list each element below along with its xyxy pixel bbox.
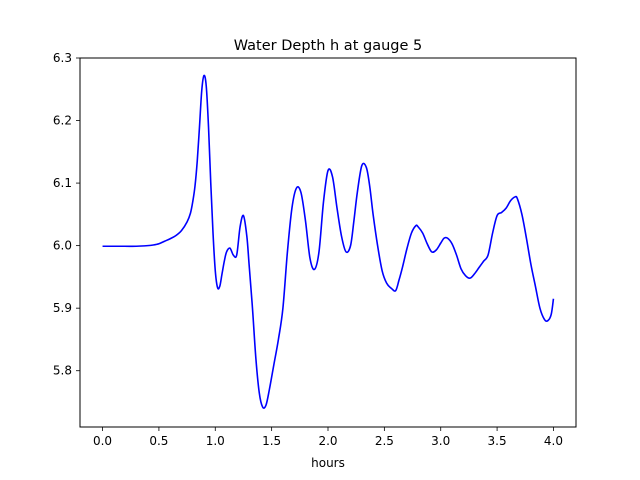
y-axis: 5.8 5.9 6.0 6.1 6.2 6.3 [53, 51, 80, 378]
x-tick-label: 2.0 [318, 434, 337, 448]
series-line-0 [102, 74, 555, 409]
x-tick-label: 3.0 [431, 434, 450, 448]
x-axis: 0.0 0.5 1.0 1.5 2.0 2.5 3.0 3.5 4.0 [93, 427, 563, 448]
plot-frame [79, 57, 577, 428]
y-tick-label: 5.8 [53, 364, 72, 378]
series-layer [102, 74, 555, 409]
x-axis-label: hours [311, 456, 345, 470]
x-tick-label: 0.0 [93, 434, 112, 448]
y-tick-label: 5.9 [53, 301, 72, 315]
x-tick-label: 4.0 [544, 434, 563, 448]
x-tick-label: 2.5 [375, 434, 394, 448]
y-tick-label: 6.3 [53, 51, 72, 65]
y-tick-label: 6.2 [53, 114, 72, 128]
x-tick-label: 0.5 [149, 434, 168, 448]
x-tick-label: 1.5 [262, 434, 281, 448]
y-tick-label: 6.1 [53, 176, 72, 190]
chart-title: Water Depth h at gauge 5 [234, 38, 422, 54]
x-tick-label: 3.5 [488, 434, 507, 448]
y-tick-label: 6.0 [53, 239, 72, 253]
x-tick-label: 1.0 [206, 434, 225, 448]
